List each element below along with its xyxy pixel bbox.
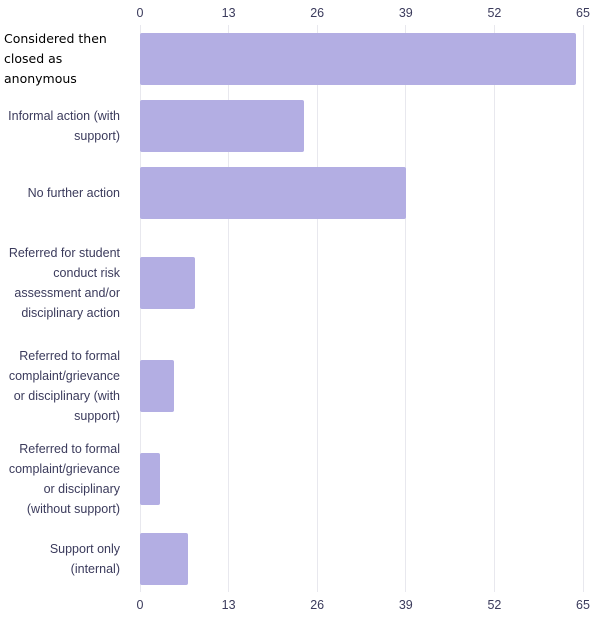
category-label: Informal action (with support) <box>8 109 120 143</box>
bar <box>140 167 406 219</box>
x-tick-label: 52 <box>487 598 502 612</box>
grid-line <box>405 25 407 592</box>
bar <box>140 533 188 585</box>
grid-line <box>228 25 230 592</box>
grid-line <box>493 25 495 592</box>
bar <box>140 453 161 505</box>
category-label: Referred for student conduct risk assess… <box>8 246 120 320</box>
x-tick-label: 39 <box>398 6 413 20</box>
grid-line <box>582 25 584 592</box>
x-tick-label: 26 <box>310 6 325 20</box>
x-tick-label: 65 <box>576 598 590 612</box>
bar <box>140 33 577 85</box>
bar <box>140 360 175 412</box>
x-tick-label: 0 <box>136 6 144 20</box>
bar <box>140 100 304 152</box>
x-tick-label: 0 <box>136 598 144 612</box>
category-label: Considered then closed as anonymous <box>4 31 107 86</box>
x-tick-label: 13 <box>221 598 236 612</box>
x-tick-label: 39 <box>398 598 413 612</box>
category-label: Referred to formal complaint/grievance o… <box>8 349 120 423</box>
x-tick-label: 52 <box>487 6 502 20</box>
grid-line <box>316 25 318 592</box>
category-label: Referred to formal complaint/grievance o… <box>8 442 120 516</box>
category-label: No further action <box>27 186 120 200</box>
x-tick-label: 26 <box>310 598 325 612</box>
x-tick-label: 13 <box>221 6 236 20</box>
category-label: Support only (internal) <box>49 542 120 576</box>
bar <box>140 257 195 309</box>
x-tick-label: 65 <box>576 6 590 20</box>
